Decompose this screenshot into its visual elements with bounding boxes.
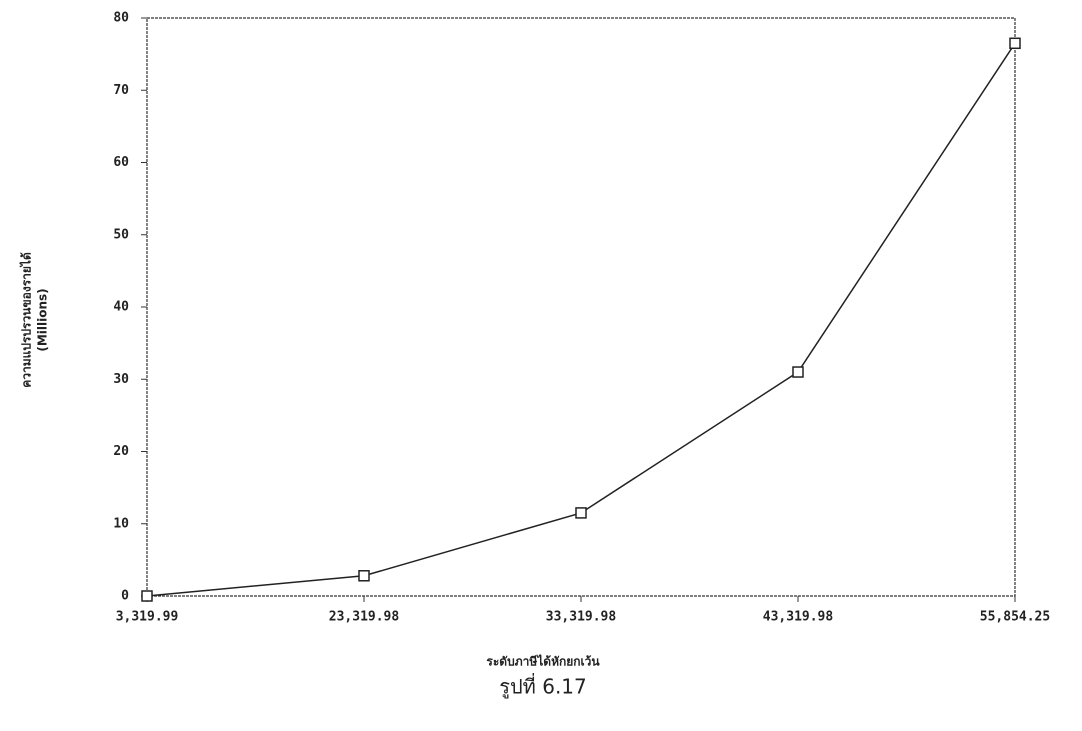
marker	[358, 570, 370, 582]
marker	[141, 590, 153, 602]
y-tick-label: 10	[113, 516, 129, 531]
x-tick-label: 23,319.98	[329, 610, 400, 625]
y-tick-label: 0	[121, 589, 129, 604]
x-axis-label: ระดับภาษีได้หักยกเว้น	[486, 654, 600, 669]
y-tick-label: 70	[113, 83, 129, 98]
y-axis-unit: (Millions)	[36, 288, 50, 351]
y-tick-label: 20	[113, 444, 129, 459]
marker	[575, 507, 587, 519]
y-tick-label: 40	[113, 300, 129, 315]
marker	[792, 366, 804, 378]
y-tick-label: 60	[113, 155, 129, 170]
x-tick-label: 43,319.98	[763, 610, 834, 625]
marker	[1009, 37, 1021, 50]
x-tick-label: 3,319.99	[116, 610, 179, 625]
x-tick-label: 33,319.98	[546, 610, 617, 625]
y-tick-label: 30	[113, 372, 129, 387]
y-axis-label: ความแปรปรวนของรายได้	[19, 252, 34, 388]
y-tick-label: 80	[113, 11, 129, 26]
x-tick-label: 55,854.25	[980, 610, 1050, 625]
caption: รูปที่ 6.17	[499, 673, 587, 700]
y-axis-title: ความแปรปรวนของรายได้ (Millions)	[19, 252, 50, 388]
y-tick-label: 50	[113, 227, 129, 242]
